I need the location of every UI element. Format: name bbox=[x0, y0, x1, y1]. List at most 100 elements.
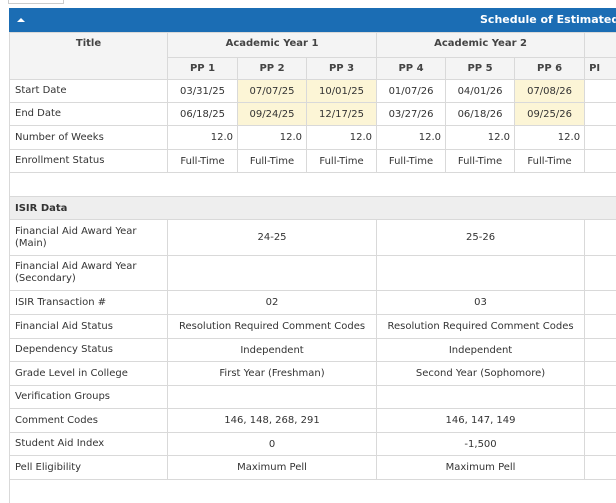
period-cell: 01/07/26 bbox=[376, 79, 447, 103]
table-row: Financial Aid Status Resolution Required … bbox=[9, 314, 616, 339]
period-cell: 04/01/26 bbox=[445, 79, 516, 103]
period-header: PP 1 bbox=[167, 57, 238, 80]
empty-cell bbox=[584, 290, 616, 315]
empty-cell bbox=[584, 361, 616, 386]
row-label: Number of Weeks bbox=[9, 125, 168, 150]
table-row: Grade Level in College First Year (Freshm… bbox=[9, 361, 616, 386]
empty-cell bbox=[584, 255, 616, 291]
year-cell: Maximum Pell bbox=[376, 455, 586, 480]
year-header: Academic Year 1 bbox=[166, 32, 378, 58]
panel-title: Schedule of Estimated C bbox=[480, 13, 616, 26]
period-header: PP 5 bbox=[445, 57, 516, 80]
year-cell: Resolution Required Comment Codes bbox=[166, 314, 378, 339]
year-cell: Maximum Pell bbox=[166, 455, 378, 480]
period-header: PP 2 bbox=[237, 57, 307, 80]
year-cell: Second Year (Sophomore) bbox=[376, 361, 586, 386]
row-label: End Date bbox=[9, 102, 168, 126]
period-cell: 07/07/25 bbox=[237, 79, 307, 103]
table-row: Financial Aid Award Year (Main) 24-25 25-2… bbox=[9, 219, 616, 256]
period-cell: 09/24/25 bbox=[237, 102, 307, 126]
table-row: Title Academic Year 1 Academic Year 2 bbox=[9, 32, 616, 80]
year-cell: -1,500 bbox=[376, 432, 586, 456]
row-label: Verification Groups bbox=[9, 385, 168, 409]
year-cell bbox=[376, 255, 586, 291]
year-header: Academic Year 2 bbox=[376, 32, 586, 58]
blank-row bbox=[9, 479, 616, 503]
row-label: Comment Codes bbox=[9, 408, 168, 433]
table-row bbox=[9, 172, 616, 197]
period-cell: 03/27/26 bbox=[376, 102, 447, 126]
period-header: PP 6 bbox=[514, 57, 586, 80]
row-label: Enrollment Status bbox=[9, 149, 168, 173]
period-cell: Full-Time bbox=[167, 149, 238, 173]
year-cell: Independent bbox=[376, 338, 586, 362]
table-row: End Date 06/18/25 09/24/25 12/17/25 03/27/26… bbox=[9, 102, 616, 126]
empty-cell bbox=[584, 338, 616, 362]
top-tab bbox=[8, 0, 64, 4]
empty-cell bbox=[584, 102, 616, 126]
table-row: Start Date 03/31/25 07/07/25 10/01/25 01/07/… bbox=[9, 79, 616, 103]
row-label: Start Date bbox=[9, 79, 168, 103]
period-cell: 03/31/25 bbox=[167, 79, 238, 103]
year-cell bbox=[376, 385, 586, 409]
table-row: Student Aid Index 0 -1,500 bbox=[9, 432, 616, 456]
year-cell: 24-25 bbox=[166, 219, 378, 256]
period-header: PI bbox=[584, 57, 616, 80]
period-header: PP 4 bbox=[376, 57, 447, 80]
row-label: Financial Aid Award Year (Secondary) bbox=[9, 255, 168, 291]
label-text: End Date bbox=[15, 108, 62, 119]
row-label: Student Aid Index bbox=[9, 432, 168, 456]
row-label: Financial Aid Award Year (Main) bbox=[9, 219, 168, 256]
table-row: Pell Eligibility Maximum Pell Maximum Pell bbox=[9, 455, 616, 480]
empty-cell bbox=[584, 455, 616, 480]
year-cell: 0 bbox=[166, 432, 378, 456]
label-text: Financial Aid Award Year (Main) bbox=[15, 225, 137, 249]
label-text: Pell Eligibility bbox=[15, 461, 82, 473]
empty-cell bbox=[584, 149, 616, 173]
table-row: Financial Aid Award Year (Secondary) bbox=[9, 255, 616, 291]
year-cell: 146, 147, 149 bbox=[376, 408, 586, 433]
period-cell: Full-Time bbox=[376, 149, 447, 173]
period-cell: 12/17/25 bbox=[305, 102, 378, 126]
panel-header: Schedule of Estimated C bbox=[9, 8, 616, 32]
empty-cell bbox=[584, 125, 616, 150]
period-cell: 12.0 bbox=[445, 125, 516, 150]
collapse-caret[interactable] bbox=[15, 14, 27, 26]
label-text: Comment Codes bbox=[15, 414, 98, 426]
label-text: Student Aid Index bbox=[15, 438, 105, 449]
period-cell: Full-Time bbox=[445, 149, 516, 173]
period-cell: Full-Time bbox=[237, 149, 307, 173]
label-text: Enrollment Status bbox=[15, 155, 105, 166]
year-cell: Resolution Required Comment Codes bbox=[376, 314, 586, 339]
row-label: Dependency Status bbox=[9, 338, 168, 362]
row-label: Grade Level in College bbox=[9, 361, 168, 386]
table-row: Number of Weeks 12.0 12.0 12.0 12.0 12.0 12.0 bbox=[9, 125, 616, 150]
table-row: Enrollment Status Full-Time Full-Time Full-… bbox=[9, 149, 616, 173]
year-cell: 146, 148, 268, 291 bbox=[166, 408, 378, 433]
year-cell: 03 bbox=[376, 290, 586, 315]
period-cell: 09/25/26 bbox=[514, 102, 586, 126]
period-cell: 06/18/25 bbox=[167, 102, 238, 126]
column-header: Title bbox=[9, 32, 168, 80]
row-label: Financial Aid Status bbox=[9, 314, 168, 339]
label-text: Start Date bbox=[15, 85, 67, 96]
period-header: PP 3 bbox=[305, 57, 378, 80]
period-cell: 12.0 bbox=[167, 125, 238, 150]
empty-cell bbox=[584, 314, 616, 339]
label-text: Dependency Status bbox=[15, 344, 113, 355]
year-cell: First Year (Freshman) bbox=[166, 361, 378, 386]
year-cell: 02 bbox=[166, 290, 378, 315]
period-cell: 07/08/26 bbox=[514, 79, 586, 103]
year-cell: 25-26 bbox=[376, 219, 586, 256]
table-row: Verification Groups bbox=[9, 385, 616, 409]
table-row: Dependency Status Independent Independent bbox=[9, 338, 616, 362]
table-row: ISIR Transaction # 02 03 bbox=[9, 290, 616, 315]
year-cell: Independent bbox=[166, 338, 378, 362]
empty-cell bbox=[584, 432, 616, 456]
period-cell: 10/01/25 bbox=[305, 79, 378, 103]
year-cell bbox=[166, 255, 378, 291]
label-text: Financial Aid Status bbox=[15, 320, 113, 332]
